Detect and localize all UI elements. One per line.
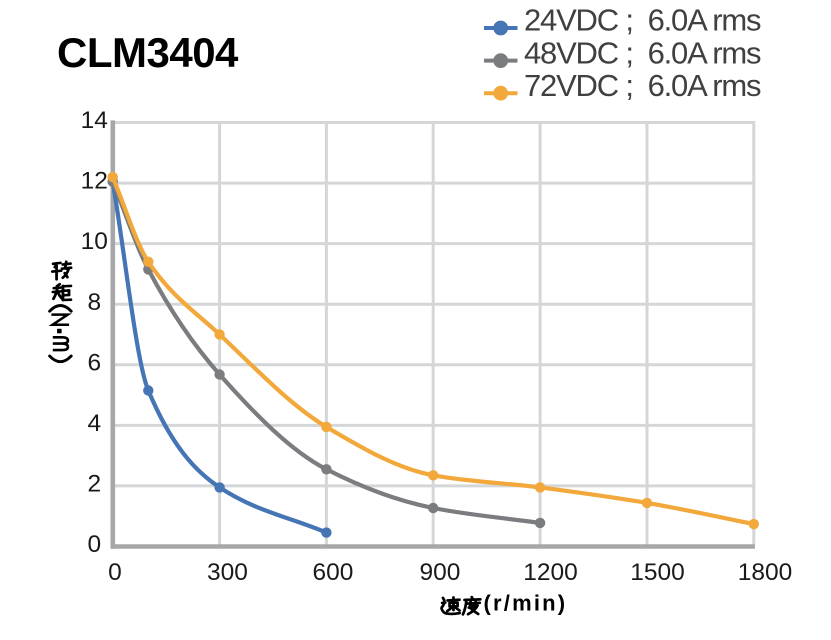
svg-text:1800: 1800 bbox=[738, 559, 793, 586]
svg-text:2: 2 bbox=[87, 471, 101, 498]
svg-text:(r/min): (r/min) bbox=[484, 591, 568, 616]
svg-text:300: 300 bbox=[207, 559, 248, 586]
svg-text:6: 6 bbox=[87, 349, 101, 376]
svg-text:10: 10 bbox=[81, 228, 108, 255]
svg-text:CLM3404: CLM3404 bbox=[57, 29, 239, 76]
svg-text:4: 4 bbox=[87, 410, 101, 437]
svg-text:12: 12 bbox=[81, 168, 108, 195]
svg-text:48VDC ; 6.0A rms: 48VDC ; 6.0A rms bbox=[524, 35, 761, 70]
svg-text:14: 14 bbox=[81, 107, 108, 134]
svg-text:8: 8 bbox=[87, 289, 101, 316]
svg-text:72VDC ; 6.0A rms: 72VDC ; 6.0A rms bbox=[524, 68, 761, 103]
svg-text:0: 0 bbox=[87, 531, 101, 558]
svg-text:600: 600 bbox=[313, 559, 354, 586]
svg-text:1500: 1500 bbox=[630, 559, 685, 586]
svg-text:1200: 1200 bbox=[523, 559, 578, 586]
svg-text:900: 900 bbox=[420, 559, 461, 586]
svg-text:0: 0 bbox=[108, 559, 122, 586]
svg-text:24VDC ; 6.0A rms: 24VDC ; 6.0A rms bbox=[524, 3, 761, 38]
